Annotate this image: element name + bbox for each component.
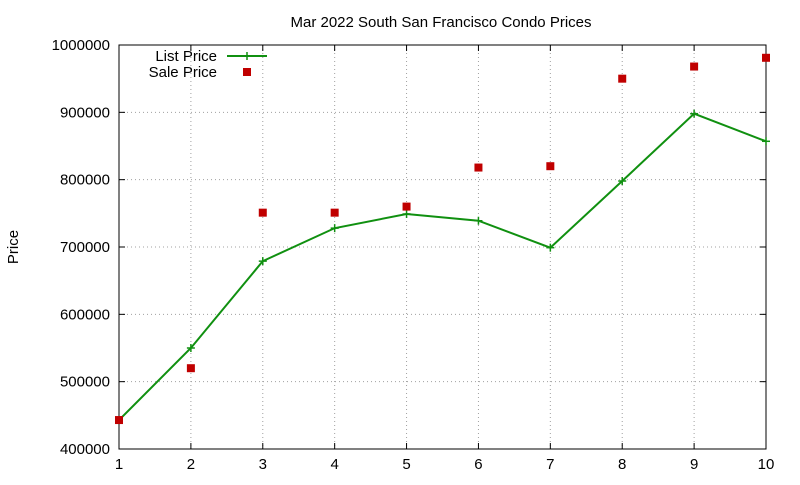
list-price-point xyxy=(546,243,555,252)
sale-price-point xyxy=(115,416,123,425)
list-price-point xyxy=(258,257,267,266)
legend-label-list-price: List Price xyxy=(155,48,217,65)
list-price-point xyxy=(186,344,195,352)
list-price-point xyxy=(762,137,770,146)
y-tick-label: 800000 xyxy=(60,172,110,189)
list-price-point xyxy=(402,210,411,219)
y-tick-label: 900000 xyxy=(60,104,110,121)
list-price-point xyxy=(618,177,627,186)
y-tick-label: 400000 xyxy=(60,441,110,458)
axes: 1 2 3 4 5 6 7 8 9 10 400000 500000 600000 700000 80000… xyxy=(52,37,775,473)
y-tick-label: 700000 xyxy=(60,239,110,256)
y-tick-label: 1000000 xyxy=(52,37,110,54)
list-price-line xyxy=(118,112,767,421)
plot-frame xyxy=(118,44,767,450)
x-tick-label: 7 xyxy=(546,456,554,473)
grid xyxy=(119,45,766,449)
x-tick-label: 6 xyxy=(474,456,482,473)
x-tick-label: 8 xyxy=(618,456,626,473)
x-tick-label: 3 xyxy=(259,456,267,473)
list-price-point xyxy=(474,216,483,225)
y-tick-label: 600000 xyxy=(60,306,110,323)
legend-label-sale-price: Sale Price xyxy=(149,64,217,81)
sale-price-point xyxy=(618,74,627,83)
legend-marker-sale-price xyxy=(243,68,251,76)
x-tick-label: 10 xyxy=(758,456,775,473)
series xyxy=(115,53,770,425)
list-price-point xyxy=(330,224,339,233)
sale-price-point xyxy=(762,53,770,62)
sale-price-point xyxy=(546,162,555,171)
x-tick-label: 5 xyxy=(402,456,410,473)
x-tick-label: 1 xyxy=(115,456,123,473)
x-tick-label: 4 xyxy=(330,456,338,473)
sale-price-point xyxy=(402,202,411,211)
sale-price-point xyxy=(330,208,339,217)
x-tick-label: 9 xyxy=(690,456,698,473)
sale-price-point xyxy=(690,62,699,71)
sale-price-point xyxy=(186,364,195,373)
list-price-point xyxy=(690,109,699,118)
sale-price-point xyxy=(474,163,483,172)
y-tick-label: 500000 xyxy=(60,374,110,391)
x-tick-label: 2 xyxy=(187,456,195,473)
sale-price-point xyxy=(258,208,267,217)
y-axis-label: Price xyxy=(5,230,22,264)
chart-title: Mar 2022 South San Francisco Condo Price… xyxy=(291,14,592,31)
